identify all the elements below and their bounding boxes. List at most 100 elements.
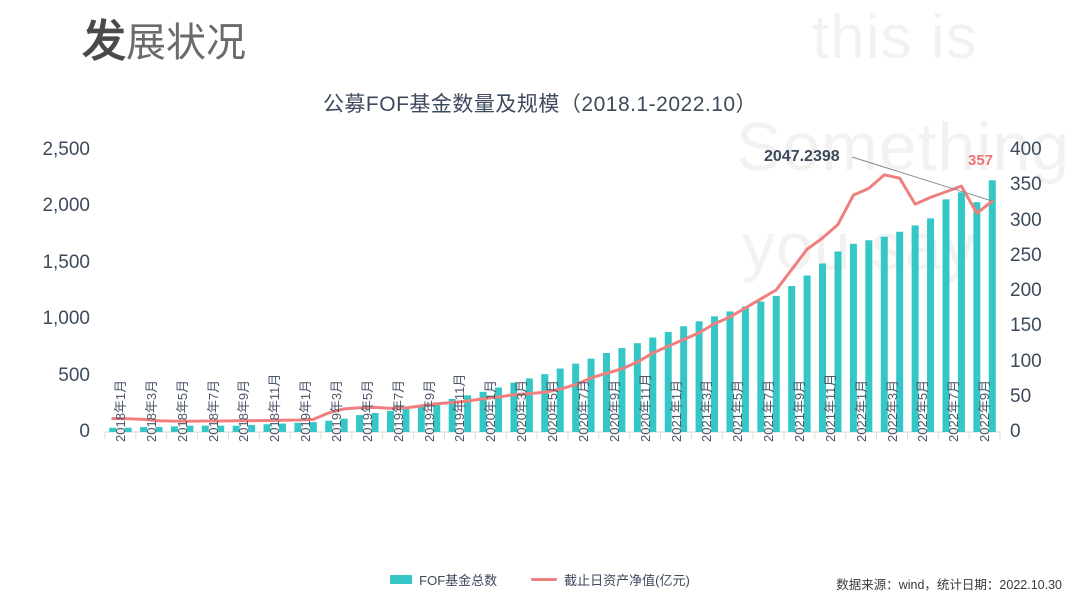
legend-label-fund-count: FOF基金总数 <box>419 573 498 588</box>
bar-2020年4月 <box>525 378 533 432</box>
chart-legend: FOF基金总数 截止日资产净值(亿元) <box>0 570 1080 589</box>
x-tick-2019年11月: 2019年11月 <box>452 373 468 442</box>
x-tick-2022年7月: 2022年7月 <box>946 379 962 442</box>
bar-2022年10月 <box>988 180 996 432</box>
x-tick-2022年5月: 2022年5月 <box>915 379 931 442</box>
bar-2018年10月 <box>248 424 256 432</box>
bar-2020年7月 <box>572 363 580 432</box>
bar-2021年3月 <box>695 321 703 432</box>
bar-2020年8月 <box>587 358 595 432</box>
bar-2022年8月 <box>957 192 965 432</box>
x-tick-2019年9月: 2019年9月 <box>421 379 437 442</box>
bar-2020年9月 <box>603 353 611 432</box>
bar-2021年11月 <box>819 263 827 432</box>
bar-2021年6月 <box>741 306 749 432</box>
bar-2019年5月 <box>356 415 364 432</box>
y-right-tick-400: 400 <box>1010 139 1042 160</box>
slide-heading-emphasis: 发 <box>82 17 126 66</box>
bar-2022年6月 <box>927 218 935 432</box>
y-right-tick-350: 350 <box>1010 174 1042 196</box>
bar-2018年8月 <box>217 425 225 432</box>
y-left-tick-1500: 1,500 <box>42 251 90 273</box>
annotation-net-asset-value: 2047.2398 <box>764 148 840 165</box>
y-right-tick-250: 250 <box>1010 244 1042 266</box>
chart-title: 公募FOF基金数量及规模（2018.1-2022.10） <box>322 93 758 116</box>
bar-2019年3月 <box>325 420 333 432</box>
x-tick-2018年1月: 2018年1月 <box>113 379 128 442</box>
x-tick-2019年5月: 2019年5月 <box>359 379 375 442</box>
bar-2019年10月 <box>433 402 441 432</box>
x-tick-2022年9月: 2022年9月 <box>977 379 993 442</box>
y-left-tick-500: 500 <box>58 364 90 386</box>
bar-2018年11月 <box>263 424 271 432</box>
bar-2022年1月 <box>849 243 857 432</box>
bar-2020年1月 <box>479 391 487 432</box>
bar-2020年11月 <box>633 343 641 432</box>
bar-2019年7月 <box>386 410 394 432</box>
y-right-tick-200: 200 <box>1010 280 1042 301</box>
legend-item-fund-count[interactable]: FOF基金总数 <box>390 570 497 589</box>
legend-line-swatch-icon <box>531 578 558 581</box>
bar-2019年9月 <box>417 405 425 432</box>
bar-2020年5月 <box>541 374 549 432</box>
bar-2019年2月 <box>309 422 317 432</box>
bar-2021年4月 <box>711 316 719 432</box>
bar-2022年5月 <box>911 225 919 432</box>
y-right-tick-0: 0 <box>1010 421 1021 442</box>
annotation-leader-line <box>851 156 993 202</box>
annotation-last-fund-count: 357 <box>968 152 994 169</box>
bar-2019年4月 <box>340 418 348 432</box>
y-right-tick-50: 50 <box>1010 385 1032 407</box>
bar-2019年12月 <box>464 395 472 432</box>
x-tick-2021年7月: 2021年7月 <box>761 379 777 442</box>
bar-2020年2月 <box>494 387 502 432</box>
x-tick-2020年9月: 2020年9月 <box>606 379 622 442</box>
bar-2020年6月 <box>556 368 564 432</box>
x-tick-2021年3月: 2021年3月 <box>699 379 715 442</box>
bar-2018年12月 <box>278 423 286 432</box>
bar-2018年2月 <box>124 427 132 432</box>
bar-2021年5月 <box>726 311 734 432</box>
x-tick-2018年3月: 2018年3月 <box>143 379 159 442</box>
x-tick-2021年11月: 2021年11月 <box>822 373 838 442</box>
y-right-tick-300: 300 <box>1010 209 1042 231</box>
bar-series-fund-count <box>109 180 996 432</box>
x-tick-2021年9月: 2021年9月 <box>791 379 807 442</box>
bar-2019年11月 <box>448 398 456 432</box>
x-tick-2018年9月: 2018年9月 <box>236 379 252 442</box>
x-tick-2018年5月: 2018年5月 <box>174 379 190 442</box>
y-axis-left-labels: 0 500 1,000 1,500 2,000 2,500 <box>18 0 90 602</box>
y-left-tick-2000: 2,000 <box>42 195 90 217</box>
legend-item-net-asset-value[interactable]: 截止日资产净值(亿元) <box>531 570 690 589</box>
x-tick-2022年1月: 2022年1月 <box>853 379 869 442</box>
y-left-tick-1000: 1,000 <box>42 308 90 330</box>
bar-2019年6月 <box>371 412 379 432</box>
bar-2021年7月 <box>757 301 765 432</box>
bar-2018年6月 <box>186 425 194 432</box>
legend-bar-swatch-icon <box>390 575 413 584</box>
bar-2022年3月 <box>880 236 888 432</box>
bar-2020年10月 <box>618 348 626 432</box>
x-tick-2019年3月: 2019年3月 <box>329 379 345 442</box>
bar-2018年4月 <box>155 427 163 432</box>
bar-2021年12月 <box>834 251 842 432</box>
x-tick-2020年3月: 2020年3月 <box>514 379 530 442</box>
slide-heading: 发展状况 <box>82 14 246 69</box>
bar-2019年8月 <box>402 408 410 432</box>
bar-2022年7月 <box>942 199 950 432</box>
bar-2022年2月 <box>865 240 873 432</box>
bar-2020年12月 <box>649 337 657 432</box>
bar-2022年4月 <box>896 231 904 432</box>
bar-2021年9月 <box>788 286 796 432</box>
y-left-tick-2500: 2,500 <box>42 139 90 160</box>
bar-2018年7月 <box>201 425 209 432</box>
legend-label-net-asset-value: 截止日资产净值(亿元) <box>564 573 690 588</box>
line-series-net-asset-value <box>111 173 994 423</box>
bar-2020年3月 <box>510 382 518 432</box>
bar-2021年8月 <box>772 295 780 432</box>
bar-2021年2月 <box>680 326 688 432</box>
x-tick-2020年1月: 2020年1月 <box>483 379 499 442</box>
x-tick-2020年7月: 2020年7月 <box>575 379 591 442</box>
